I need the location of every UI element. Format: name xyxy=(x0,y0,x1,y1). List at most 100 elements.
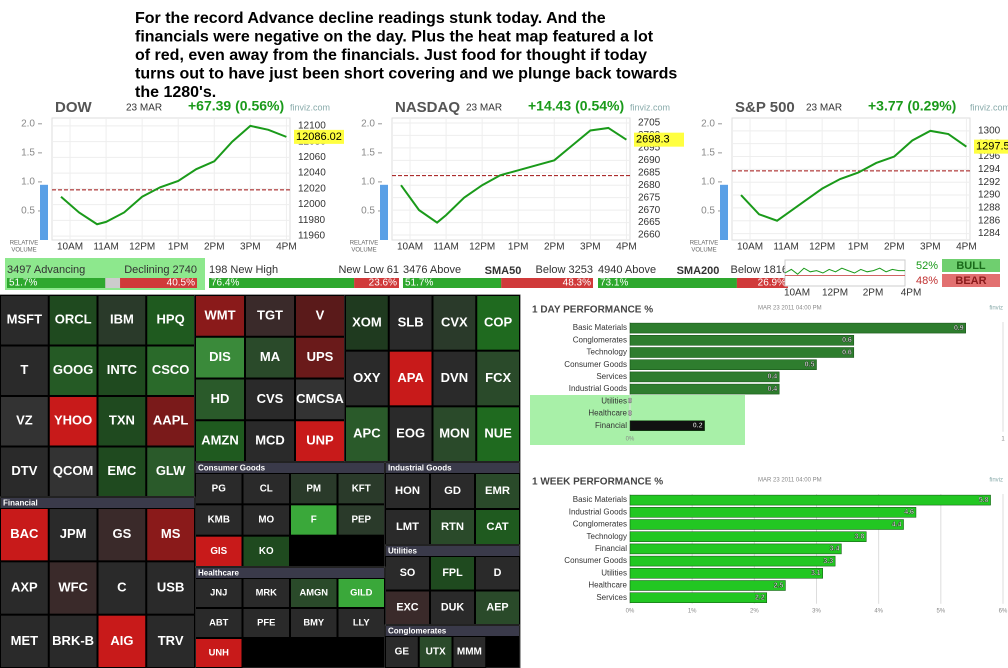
y-tick-label: 2670 xyxy=(638,205,661,216)
bear-box xyxy=(942,274,1000,287)
sector-label: Conglomerates xyxy=(388,627,447,636)
volume-label: VOLUME xyxy=(691,248,716,254)
source: finviz.com xyxy=(970,102,1008,112)
chart-date: MAR 23 2011 04:00 PM xyxy=(758,478,822,484)
tile xyxy=(146,561,195,615)
y2-tick-label: 1.5 xyxy=(701,147,715,158)
tile xyxy=(195,578,243,608)
tile-ticker: KO xyxy=(259,546,274,557)
tile xyxy=(0,345,49,396)
breadth-right: Below 1816 xyxy=(731,264,789,276)
highlight xyxy=(530,395,745,445)
tile-ticker: KMB xyxy=(208,515,230,526)
tile-ticker: GD xyxy=(444,485,461,497)
tile xyxy=(195,504,243,536)
y-tick-label: 12060 xyxy=(298,152,326,163)
tile-ticker: APC xyxy=(353,426,381,441)
tile xyxy=(242,473,290,505)
tile-ticker: C xyxy=(117,579,127,594)
value-label: 0.6 xyxy=(842,337,852,344)
tile-ticker: UNH xyxy=(209,647,230,657)
volume-label: RELATIVE xyxy=(690,241,719,247)
value-label: 0.4 xyxy=(767,374,777,381)
value-label: 4.4 xyxy=(892,521,902,528)
tile xyxy=(337,504,385,536)
category-label: Industrial Goods xyxy=(569,384,627,393)
y2-tick-label: 1.0 xyxy=(361,177,375,188)
chart-date: MAR 23 2011 04:00 PM xyxy=(758,306,822,312)
tile-ticker: TXN xyxy=(109,413,135,428)
tile xyxy=(48,295,98,346)
y2-tick-label: 0.5 xyxy=(701,206,715,217)
tile-ticker: GE xyxy=(395,647,410,658)
x-tick-label: 2PM xyxy=(884,242,905,253)
tile-ticker: NUE xyxy=(484,426,512,441)
category-label: Basic Materials xyxy=(573,323,627,332)
tile xyxy=(97,295,147,346)
value-label: 0.2 xyxy=(693,423,703,430)
tile-ticker: AEP xyxy=(486,602,508,614)
x-tick-label: 0% xyxy=(626,436,635,442)
tile xyxy=(388,350,433,407)
tile-ticker: DUK xyxy=(441,602,465,614)
sector-label: Healthcare xyxy=(198,569,239,578)
bull-pct: 52% xyxy=(916,260,938,272)
x-tick-label: 1PM xyxy=(508,242,529,253)
x-tick-label: 5% xyxy=(936,608,945,614)
tile xyxy=(97,396,147,447)
breadth-left: 3476 Above xyxy=(403,264,461,276)
category-label: Services xyxy=(596,372,627,381)
tile xyxy=(245,295,295,337)
value-label: 0 xyxy=(628,410,632,417)
price-line xyxy=(60,124,287,226)
tile xyxy=(452,636,487,668)
category-label: Conglomerates xyxy=(573,335,627,344)
sector-label: Industrial Goods xyxy=(388,464,452,473)
tile xyxy=(475,473,520,509)
x-tick-label: 3PM xyxy=(580,242,601,253)
bar xyxy=(629,519,904,530)
tile xyxy=(245,336,295,379)
paragraph-line: the 1280's. xyxy=(135,84,216,101)
sector-header xyxy=(1,498,194,508)
y-tick-label: 1296 xyxy=(978,151,1001,162)
y-tick-label: 1300 xyxy=(978,125,1001,136)
tile-ticker: EMC xyxy=(107,463,137,478)
tile-ticker: CSCO xyxy=(152,362,190,377)
y2-tick-label: 0.5 xyxy=(361,206,375,217)
bear-pct: 48% xyxy=(916,275,938,287)
tile-ticker: GILD xyxy=(350,587,373,597)
tile-ticker: AAPL xyxy=(153,413,188,428)
tile-ticker: V xyxy=(316,307,325,322)
tile-ticker: DIS xyxy=(209,349,231,364)
last-price: 12086.02 xyxy=(296,131,342,143)
tile xyxy=(97,345,147,396)
tile-ticker: RTN xyxy=(441,521,464,533)
tile-ticker: MMM xyxy=(457,647,482,658)
x-tick-label: 10AM xyxy=(397,242,423,253)
tile xyxy=(146,396,195,447)
category-label: Financial xyxy=(595,544,627,553)
tile-ticker: OXY xyxy=(353,370,381,385)
value-label: 3.4 xyxy=(830,546,840,553)
tile-ticker: BMY xyxy=(303,617,325,627)
x-tick-label: 3PM xyxy=(240,242,261,253)
neg-label: 23.6% xyxy=(369,278,397,289)
tile-ticker: GS xyxy=(112,526,131,541)
sector-label: Financial xyxy=(3,499,38,508)
tile-ticker: UPS xyxy=(307,349,334,364)
paragraph-line: turns out to have just been short coveri… xyxy=(135,66,677,83)
x-tick-label: 2PM xyxy=(204,242,225,253)
category-label: Consumer Goods xyxy=(564,556,627,565)
source: finviz.com xyxy=(290,102,330,112)
breadth-left: 3497 Advancing xyxy=(7,264,85,276)
tile xyxy=(48,446,98,497)
tile-ticker: CVS xyxy=(257,391,284,406)
value-label: 3.1 xyxy=(811,570,821,577)
x-tick-label: 11AM xyxy=(93,242,118,253)
tile-ticker: MON xyxy=(439,426,469,441)
x-tick-label: 2PM xyxy=(863,288,884,299)
tile-ticker: MRK xyxy=(256,587,278,597)
sector-label: Consumer Goods xyxy=(198,464,266,473)
tile xyxy=(48,614,98,668)
